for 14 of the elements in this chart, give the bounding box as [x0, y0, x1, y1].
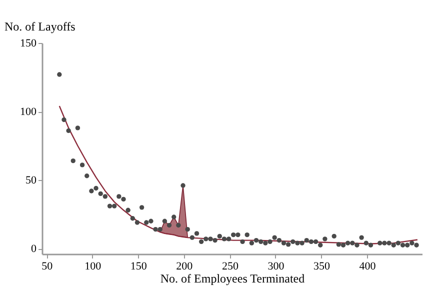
y-tick-label: 150 — [20, 38, 37, 50]
x-tick-label: 350 — [314, 260, 331, 272]
x-tick-label: 200 — [176, 260, 194, 272]
y-tick-label: 50 — [26, 174, 37, 187]
x-tick-label: 50 — [42, 260, 54, 272]
y-tick-label: 0 — [31, 243, 37, 256]
x-tick-label: 250 — [222, 260, 239, 272]
y-axis-title: No. of Layoffs — [4, 20, 76, 34]
x-axis-title: No. of Employees Terminated — [160, 272, 305, 286]
y-tick-label: 100 — [20, 106, 37, 118]
x-tick-label: 100 — [84, 260, 102, 272]
x-tick-label: 300 — [268, 260, 285, 272]
x-tick-label: 400 — [359, 260, 376, 272]
x-tick-label: 150 — [130, 260, 148, 272]
